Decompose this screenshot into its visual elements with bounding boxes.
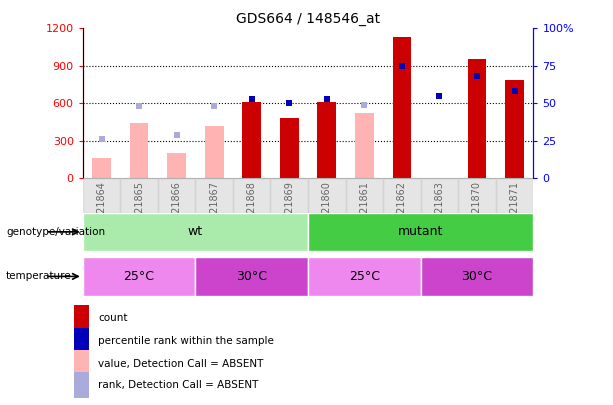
Bar (196, 178, 233, 213)
Bar (308, 257, 421, 296)
Bar (242, 102, 261, 178)
Bar (308, 178, 346, 213)
Text: genotype/variation: genotype/variation (6, 227, 105, 237)
Bar (496, 178, 533, 213)
Text: mutant: mutant (398, 225, 443, 239)
Bar (468, 59, 486, 178)
Text: rank, Detection Call = ABSENT: rank, Detection Call = ABSENT (98, 380, 259, 390)
Bar (196, 257, 308, 296)
Bar (421, 178, 458, 213)
Bar (74, 371, 89, 398)
Bar (74, 350, 89, 377)
Bar (74, 305, 89, 331)
Text: wt: wt (188, 225, 203, 239)
Text: 25°C: 25°C (349, 270, 380, 283)
Bar (130, 123, 148, 178)
Bar (383, 178, 421, 213)
Bar (346, 178, 383, 213)
Bar (92, 158, 111, 178)
Bar (392, 37, 411, 178)
Bar (83, 178, 120, 213)
Title: GDS664 / 148546_at: GDS664 / 148546_at (236, 12, 380, 26)
Bar (167, 153, 186, 178)
Bar (205, 126, 224, 178)
Text: count: count (98, 313, 128, 323)
Bar (270, 178, 308, 213)
Text: 30°C: 30°C (236, 270, 267, 283)
Bar (308, 213, 533, 251)
Bar (280, 118, 299, 178)
Bar (83, 213, 308, 251)
Text: 25°C: 25°C (124, 270, 154, 283)
Bar (120, 178, 158, 213)
Bar (83, 257, 196, 296)
Bar (74, 328, 89, 355)
Text: value, Detection Call = ABSENT: value, Detection Call = ABSENT (98, 358, 264, 369)
Bar (233, 178, 270, 213)
Text: temperature: temperature (6, 271, 72, 281)
Bar (505, 80, 524, 178)
Bar (458, 178, 496, 213)
Bar (421, 257, 533, 296)
Bar (318, 102, 336, 178)
Bar (158, 178, 196, 213)
Text: percentile rank within the sample: percentile rank within the sample (98, 336, 274, 346)
Text: 30°C: 30°C (462, 270, 492, 283)
Bar (355, 113, 374, 178)
